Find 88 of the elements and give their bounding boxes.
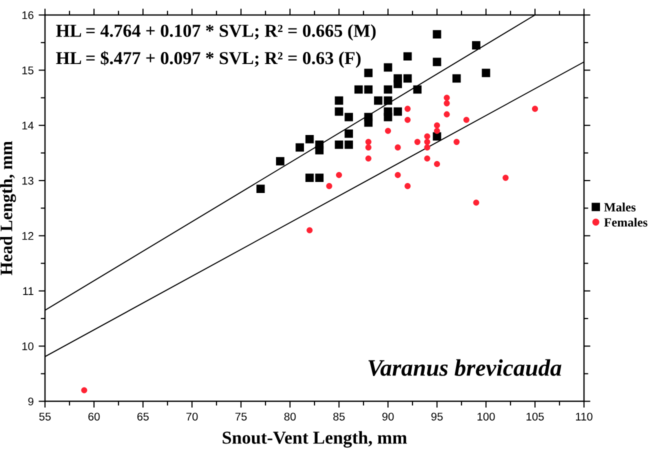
y-tick-label: 9 <box>28 398 34 406</box>
y-tick-label: 12 <box>22 232 34 240</box>
x-tick-label: 60 <box>88 412 100 421</box>
x-tick-label: 70 <box>186 412 198 421</box>
point <box>336 172 342 178</box>
point <box>394 172 401 178</box>
point <box>432 30 442 38</box>
point <box>334 107 344 116</box>
point <box>384 85 392 94</box>
point <box>374 96 382 105</box>
point <box>384 128 392 134</box>
point <box>364 85 373 94</box>
point <box>444 100 450 106</box>
point <box>334 140 344 149</box>
point <box>364 68 373 78</box>
x-tick-label: 100 <box>478 412 495 421</box>
legend-label: Females <box>604 218 648 227</box>
y-tick-label: 13 <box>22 176 34 185</box>
point <box>444 94 450 101</box>
x-axis-title: Snout-Vent Length, mm <box>222 431 407 448</box>
point <box>344 140 353 149</box>
point <box>404 183 411 190</box>
point <box>434 122 440 128</box>
point <box>472 41 480 50</box>
point <box>305 135 314 144</box>
point <box>413 85 422 94</box>
point <box>403 52 412 61</box>
point <box>81 387 88 394</box>
x-tick-label: 65 <box>137 412 149 421</box>
point <box>394 144 401 150</box>
y-tick-label: 16 <box>22 11 34 20</box>
x-tick-label: 105 <box>526 412 544 421</box>
point <box>365 155 372 162</box>
point <box>434 128 440 134</box>
point <box>326 183 332 190</box>
point <box>463 116 470 123</box>
point <box>344 129 353 138</box>
point <box>502 174 509 181</box>
point <box>454 138 460 145</box>
point <box>424 144 430 150</box>
point <box>315 174 324 182</box>
point <box>424 155 430 162</box>
point <box>365 138 372 145</box>
point <box>452 74 461 83</box>
y-tick-label: 11 <box>23 287 34 295</box>
point <box>296 143 304 152</box>
point <box>434 160 440 168</box>
point <box>276 157 284 166</box>
x-tick-label: 85 <box>333 412 345 421</box>
point <box>424 133 430 140</box>
point <box>364 118 373 127</box>
point <box>334 96 344 105</box>
point <box>394 80 402 88</box>
point <box>315 146 324 154</box>
x-tick-label: 75 <box>235 412 247 421</box>
y-tick-label: 10 <box>22 342 34 350</box>
x-tick-label: 80 <box>284 412 296 421</box>
point <box>354 85 363 94</box>
y-axis-title: Head Length, mm <box>0 141 16 276</box>
point <box>306 227 313 234</box>
point <box>532 106 538 112</box>
x-tick-label: 90 <box>382 412 394 421</box>
point <box>384 63 392 72</box>
point <box>256 184 265 193</box>
point <box>403 74 412 83</box>
annotation: Varanus brevicauda <box>368 359 562 376</box>
point <box>394 107 402 116</box>
point <box>404 116 411 123</box>
y-tick-label: 14 <box>22 122 34 130</box>
point <box>424 138 430 145</box>
x-tick-label: 95 <box>431 412 443 421</box>
point <box>365 144 372 150</box>
y-tick-label: 15 <box>22 66 34 74</box>
point <box>384 96 392 105</box>
point <box>432 58 442 66</box>
point <box>384 112 392 122</box>
annotation: HL = $.477 + 0.097 * SVL; R² = 0.63 (F) <box>56 50 361 68</box>
point <box>444 111 450 118</box>
x-tick-label: 55 <box>39 412 51 421</box>
point <box>344 112 353 122</box>
point <box>473 200 480 206</box>
x-tick-label: 110 <box>576 412 592 421</box>
point <box>404 106 411 112</box>
point <box>414 138 420 145</box>
point <box>305 174 314 182</box>
legend-label: Males <box>604 202 636 212</box>
point <box>482 68 490 78</box>
annotation: HL = 4.764 + 0.107 * SVL; R² = 0.665 (M) <box>56 24 376 41</box>
